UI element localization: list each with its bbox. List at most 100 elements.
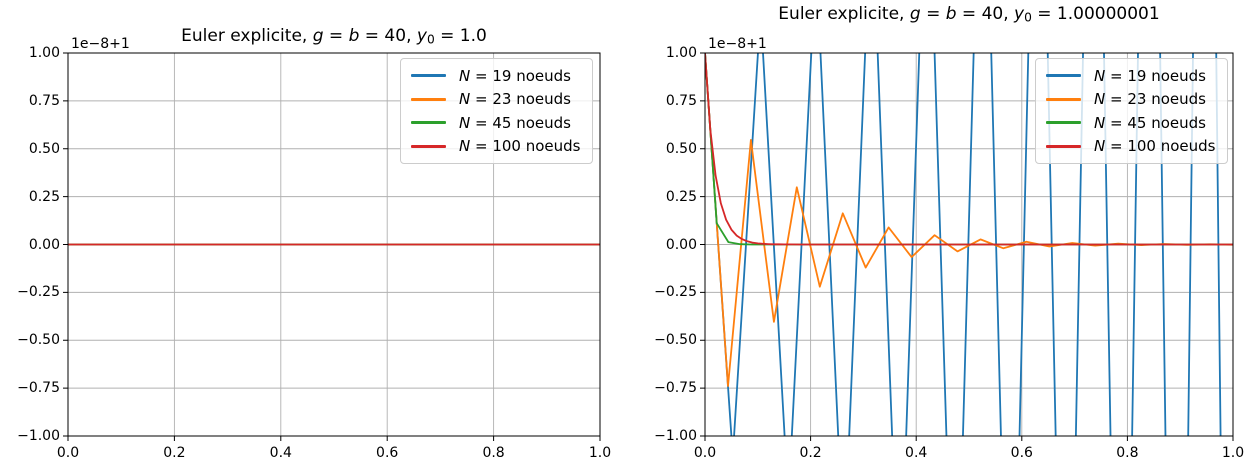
- text-segment: y: [416, 26, 427, 46]
- text-segment: N: [1094, 137, 1106, 156]
- text-segment: = 19 noeuds: [470, 66, 571, 85]
- text-segment: g: [909, 4, 921, 24]
- text-segment: 0: [426, 32, 435, 47]
- text-segment: = 19 noeuds: [1105, 66, 1206, 85]
- text-segment: = 45 noeuds: [1105, 113, 1206, 132]
- text-segment: N: [459, 137, 471, 156]
- y-tick-label: −1.00: [17, 428, 60, 444]
- x-tick-label: 0.6: [376, 445, 399, 461]
- y-tick-label: −1.00: [654, 428, 697, 444]
- legend-line-swatch: [1046, 144, 1081, 148]
- legend-label: N = 19 noeuds: [459, 67, 571, 85]
- y-tick-label: 0.50: [665, 140, 697, 157]
- y-tick-label: 0.00: [665, 236, 697, 253]
- text-segment: b: [945, 4, 957, 24]
- series-line-N-100: [705, 53, 1233, 246]
- text-segment: = 1.0: [434, 26, 487, 46]
- y-tick-label: −0.50: [654, 332, 697, 349]
- y-tick-label: −0.25: [654, 284, 697, 301]
- y-tick-label: 0.75: [665, 92, 697, 109]
- x-tick-label: 0.2: [163, 445, 186, 461]
- x-tick-label: 0.4: [905, 445, 928, 461]
- text-segment: = 23 noeuds: [470, 90, 571, 109]
- text-segment: = 40,: [956, 4, 1015, 24]
- series-group: [705, 53, 1233, 436]
- legend-label: N = 23 noeuds: [1094, 90, 1206, 108]
- text-segment: N: [459, 66, 471, 85]
- legend-item: N = 23 noeuds: [401, 88, 592, 112]
- y-tick-label: −0.50: [17, 332, 60, 349]
- text-segment: N: [459, 90, 471, 109]
- x-tick-label: 1.0: [1221, 445, 1245, 461]
- text-segment: g: [312, 26, 324, 46]
- legend-item: N = 100 noeuds: [401, 135, 592, 159]
- legend-label: N = 19 noeuds: [1094, 67, 1206, 85]
- x-tick-label: 0.0: [56, 445, 80, 461]
- text-segment: N: [1094, 113, 1106, 132]
- y-axis-offset-label: 1e−8+1: [71, 36, 130, 52]
- y-tick-label: 1.00: [665, 45, 697, 61]
- x-tick-label: 1.0: [588, 445, 612, 461]
- text-segment: y: [1014, 4, 1025, 24]
- x-tick-label: 0.8: [1116, 445, 1139, 461]
- legend-line-swatch: [411, 74, 446, 78]
- text-segment: Euler explicite,: [181, 26, 313, 46]
- series-line-N-19: [705, 53, 1222, 436]
- text-segment: = 100 noeuds: [470, 137, 581, 156]
- legend-label: N = 45 noeuds: [459, 114, 571, 132]
- tick-marks: [63, 52, 601, 441]
- y-tick-label: 0.25: [28, 188, 60, 205]
- legend-item: N = 23 noeuds: [1036, 88, 1227, 112]
- y-tick-label: −0.75: [17, 380, 60, 397]
- legend-label: N = 100 noeuds: [1094, 137, 1216, 155]
- text-segment: = 23 noeuds: [1105, 90, 1206, 109]
- text-segment: = 40,: [359, 26, 417, 46]
- legend-line-swatch: [411, 97, 446, 101]
- legend-line-swatch: [411, 144, 446, 148]
- text-segment: =: [323, 26, 349, 46]
- legend-item: N = 19 noeuds: [1036, 64, 1227, 88]
- tick-marks: [700, 52, 1234, 441]
- legend-label: N = 100 noeuds: [459, 137, 581, 155]
- y-tick-label: 0.25: [665, 188, 697, 205]
- legend-box: N = 19 noeuds N = 23 noeuds N = 45 noeuds N…: [400, 58, 593, 164]
- legend-line-swatch: [1046, 74, 1081, 78]
- y-tick-label: 0.75: [28, 92, 60, 109]
- text-segment: = 45 noeuds: [470, 113, 571, 132]
- x-tick-label: 0.8: [482, 445, 505, 461]
- plot-title: Euler explicite, g = b = 40, y0 = 1.0000…: [778, 4, 1159, 28]
- y-tick-label: −0.75: [654, 380, 697, 397]
- text-segment: N: [459, 113, 471, 132]
- y-tick-label: 1.00: [28, 45, 60, 61]
- y-tick-label: −0.25: [17, 284, 60, 301]
- legend-item: N = 100 noeuds: [1036, 135, 1227, 159]
- legend-item: N = 45 noeuds: [1036, 111, 1227, 135]
- text-segment: 0: [1024, 10, 1032, 25]
- legend-item: N = 19 noeuds: [401, 64, 592, 88]
- x-tick-label: 0.0: [693, 445, 717, 461]
- text-segment: = 1.00000001: [1031, 4, 1160, 24]
- legend-label: N = 23 noeuds: [459, 90, 571, 108]
- text-segment: =: [920, 4, 946, 24]
- x-tick-label: 0.4: [269, 445, 292, 461]
- text-segment: = 100 noeuds: [1105, 137, 1216, 156]
- legend-line-swatch: [1046, 97, 1081, 101]
- y-tick-label: 0.50: [28, 140, 60, 157]
- legend-line-swatch: [1046, 121, 1081, 125]
- text-segment: N: [1094, 90, 1106, 109]
- text-segment: b: [348, 26, 360, 46]
- text-segment: Euler explicite,: [778, 4, 910, 24]
- plot-title: Euler explicite, g = b = 40, y0 = 1.0: [181, 26, 487, 50]
- legend-box: N = 19 noeuds N = 23 noeuds N = 45 noeuds N…: [1035, 58, 1228, 164]
- legend-label: N = 45 noeuds: [1094, 114, 1206, 132]
- x-tick-label: 0.6: [1010, 445, 1033, 461]
- x-tick-label: 0.2: [799, 445, 822, 461]
- legend-line-swatch: [411, 121, 446, 125]
- legend-item: N = 45 noeuds: [401, 111, 592, 135]
- y-axis-offset-label: 1e−8+1: [708, 36, 767, 52]
